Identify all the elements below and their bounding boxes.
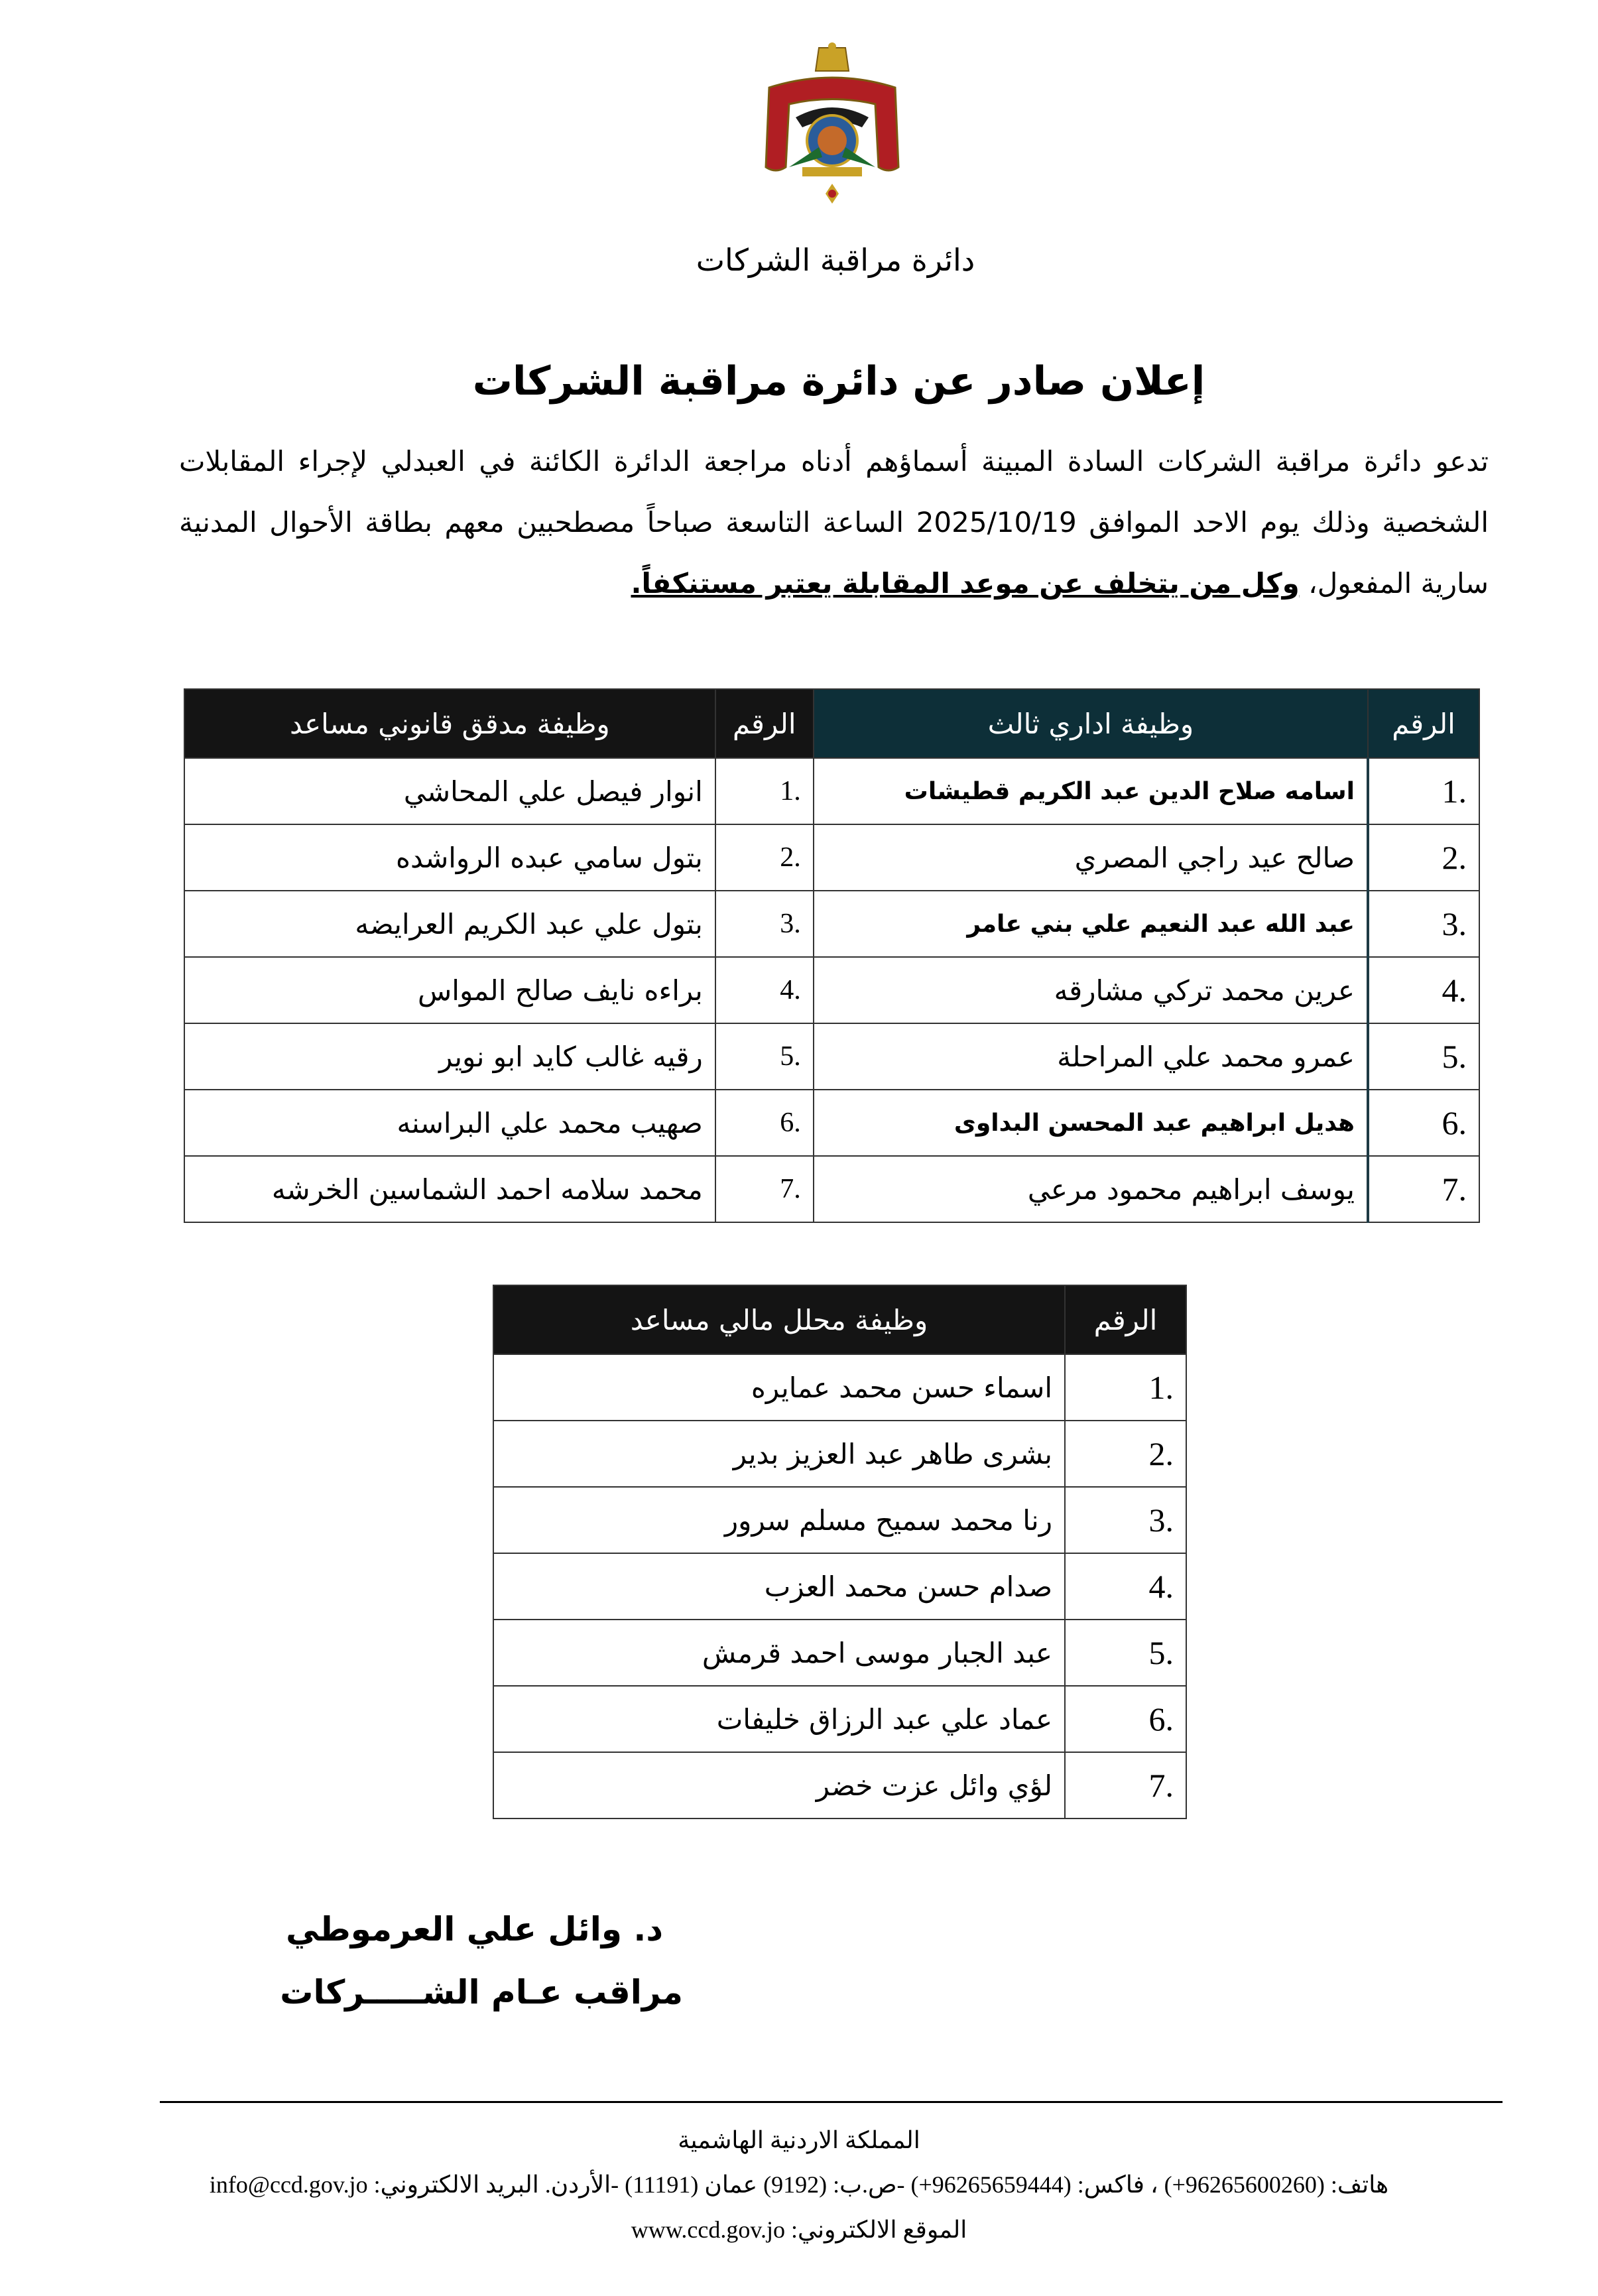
financial-candidate-name: عبد الجبار موسى احمد قرمش <box>493 1619 1066 1687</box>
row-number: .3 <box>1064 1486 1187 1554</box>
table-row: .3 رنا محمد سميح مسلم سرور <box>493 1486 1187 1554</box>
row-number: .6 <box>1064 1685 1187 1753</box>
table-header-row: الرقم وظيفة محلل مالي مساعد <box>493 1285 1187 1355</box>
row-number: .4 <box>1367 956 1480 1024</box>
row-number: .5 <box>1064 1619 1187 1687</box>
row-number: .3 <box>1367 890 1480 958</box>
footer-country: المملكة الاردنية الهاشمية <box>678 2127 920 2153</box>
footer-contact: هاتف: (96265600260+) ، فاكس: (9626565944… <box>209 2171 1389 2198</box>
row-number: .7 <box>1367 1155 1480 1223</box>
table-row: .4 صدام حسن محمد العزب <box>493 1553 1187 1620</box>
admin-candidate-name: صالح عيد راجي المصري <box>812 824 1370 891</box>
legal-candidate-name: رقيه غالب كايد ابو نوير <box>184 1023 716 1090</box>
row-number: .6 <box>1367 1089 1480 1157</box>
signatory-name: د. وائل علي العرموطي <box>286 1910 663 1948</box>
financial-candidate-name: لؤي وائل عزت خضر <box>493 1752 1066 1819</box>
row-number: .7 <box>714 1155 814 1223</box>
table-row: .2 صالح عيد راجي المصري .2 بتول سامي عبد… <box>184 824 1480 891</box>
row-number: .7 <box>1064 1752 1187 1819</box>
row-number: .3 <box>714 890 814 958</box>
table-financial: الرقم وظيفة محلل مالي مساعد .1 اسماء حسن… <box>493 1285 1187 1819</box>
table-row: .4 عرين محمد تركي مشارقه .4 براءه نايف ص… <box>184 956 1480 1024</box>
row-number: .5 <box>1367 1023 1480 1090</box>
admin-candidate-name: هديل ابراهيم عبد المحسن البداوى <box>812 1089 1370 1157</box>
table-row: .3 عبد الله عبد النعيم علي بني عامر .3 ب… <box>184 890 1480 958</box>
intro-warning: وكل من يتخلف عن موعد المقابلة يعتبر مستن… <box>631 567 1300 600</box>
footer-website: الموقع الالكتروني: www.ccd.gov.jo <box>631 2216 967 2243</box>
department-name: دائرة مراقبة الشركات <box>696 242 975 278</box>
admin-candidate-name: اسامه صلاح الدين عبد الكريم قطيشات <box>812 757 1370 825</box>
legal-candidate-name: بتول سامي عبده الرواشده <box>184 824 716 891</box>
row-number: .4 <box>1064 1553 1187 1620</box>
row-number: .4 <box>714 956 814 1024</box>
table-header-row: الرقم وظيفة اداري ثالث الرقم وظيفة مدقق … <box>184 688 1480 759</box>
row-number: .5 <box>714 1023 814 1090</box>
table-row: .7 لؤي وائل عزت خضر <box>493 1752 1187 1819</box>
row-number: .2 <box>714 824 814 891</box>
financial-candidate-name: بشرى طاهر عبد العزيز بدير <box>493 1420 1066 1488</box>
header-admin: وظيفة اداري ثالث <box>812 688 1369 759</box>
legal-candidate-name: صهيب محمد علي البراسنه <box>184 1089 716 1157</box>
announcement-body: تدعو دائرة مراقبة الشركات السادة المبينة… <box>179 431 1489 614</box>
footer-divider <box>160 2101 1503 2103</box>
financial-candidate-name: عماد علي عبد الرزاق خليفات <box>493 1685 1066 1753</box>
header-num-admin: الرقم <box>1367 688 1480 759</box>
admin-candidate-name: عمرو محمد علي المراحلة <box>812 1023 1370 1090</box>
admin-candidate-name: عرين محمد تركي مشارقه <box>812 956 1370 1024</box>
legal-candidate-name: انوار فيصل علي المحاشي <box>184 757 716 825</box>
announcement-title: إعلان صادر عن دائرة مراقبة الشركات <box>472 358 1205 405</box>
row-number: .2 <box>1367 824 1480 891</box>
table-row: .1 اسماء حسن محمد عمايره <box>493 1354 1187 1421</box>
header-num-legal: الرقم <box>714 688 814 759</box>
row-number: .1 <box>1064 1354 1187 1421</box>
header-num: الرقم <box>1064 1285 1187 1355</box>
admin-candidate-name: يوسف ابراهيم محمود مرعي <box>812 1155 1370 1223</box>
admin-candidate-name: عبد الله عبد النعيم علي بني عامر <box>812 890 1370 958</box>
financial-candidate-name: صدام حسن محمد العزب <box>493 1553 1066 1620</box>
row-number: .1 <box>714 757 814 825</box>
header-legal: وظيفة مدقق قانوني مساعد <box>184 688 716 759</box>
legal-candidate-name: محمد سلامه احمد الشماسين الخرشه <box>184 1155 716 1223</box>
row-number: .6 <box>714 1089 814 1157</box>
financial-candidate-name: اسماء حسن محمد عمايره <box>493 1354 1066 1421</box>
financial-candidate-name: رنا محمد سميح مسلم سرور <box>493 1486 1066 1554</box>
coat-of-arms-emblem <box>765 42 900 204</box>
table-row: .7 يوسف ابراهيم محمود مرعي .7 محمد سلامه… <box>184 1155 1480 1223</box>
legal-candidate-name: براءه نايف صالح المواس <box>184 956 716 1024</box>
table-row: .6 هديل ابراهيم عبد المحسن البداوى .6 صه… <box>184 1089 1480 1157</box>
table-row: .5 عمرو محمد علي المراحلة .5 رقيه غالب ك… <box>184 1023 1480 1090</box>
table-row: .6 عماد علي عبد الرزاق خليفات <box>493 1685 1187 1753</box>
signatory-position: مراقب عـام الشـــــركات <box>280 1973 683 2011</box>
header-financial: وظيفة محلل مالي مساعد <box>493 1285 1066 1355</box>
table-row: .2 بشرى طاهر عبد العزيز بدير <box>493 1420 1187 1488</box>
row-number: .1 <box>1367 757 1480 825</box>
table-row: .5 عبد الجبار موسى احمد قرمش <box>493 1619 1187 1687</box>
legal-candidate-name: بتول علي عبد الكريم العرايضه <box>184 890 716 958</box>
table-row: .1 اسامه صلاح الدين عبد الكريم قطيشات .1… <box>184 757 1480 825</box>
table-admin-legal: الرقم وظيفة اداري ثالث الرقم وظيفة مدقق … <box>184 688 1480 1223</box>
intro-text: تدعو دائرة مراقبة الشركات السادة المبينة… <box>179 445 1489 600</box>
row-number: .2 <box>1064 1420 1187 1488</box>
